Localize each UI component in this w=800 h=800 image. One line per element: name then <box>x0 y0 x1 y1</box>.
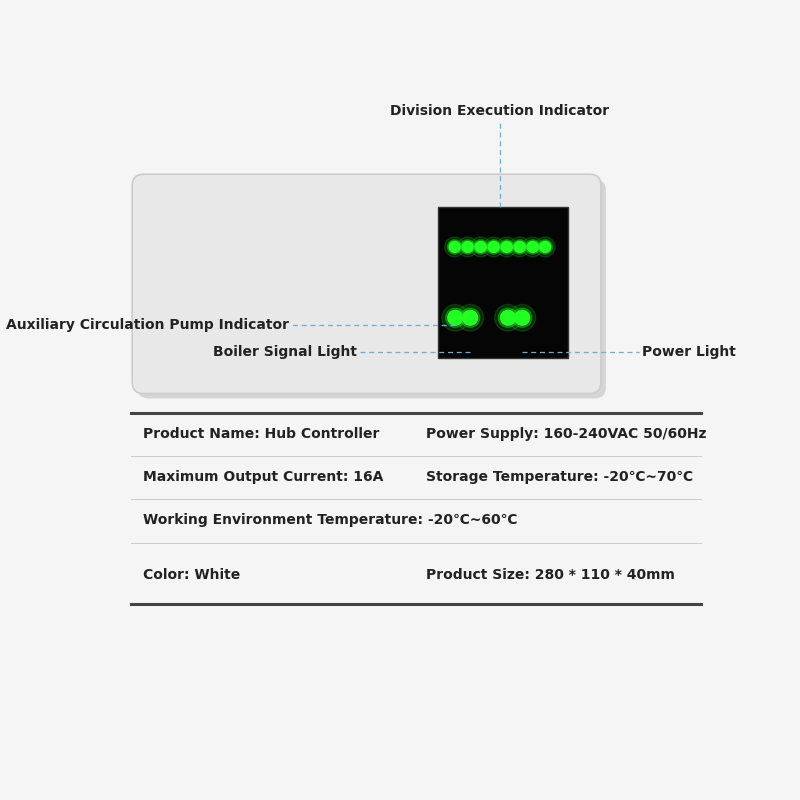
Text: Power Supply: 160-240VAC 50/60Hz: Power Supply: 160-240VAC 50/60Hz <box>426 426 706 441</box>
Text: Auxiliary Circulation Pump Indicator: Auxiliary Circulation Pump Indicator <box>6 318 289 332</box>
Circle shape <box>462 242 474 253</box>
Circle shape <box>499 240 514 254</box>
Circle shape <box>447 240 462 254</box>
Circle shape <box>513 240 527 254</box>
Text: Working Environment Temperature: -20℃~60℃: Working Environment Temperature: -20℃~60… <box>143 513 518 527</box>
Circle shape <box>449 242 460 253</box>
Circle shape <box>474 240 488 254</box>
Circle shape <box>488 242 499 253</box>
Text: Power Light: Power Light <box>642 345 736 358</box>
Text: Maximum Output Current: 16A: Maximum Output Current: 16A <box>143 470 384 484</box>
Circle shape <box>539 242 550 253</box>
Circle shape <box>501 310 515 325</box>
Text: Product Size: 280 * 110 * 40mm: Product Size: 280 * 110 * 40mm <box>426 568 674 582</box>
Circle shape <box>442 305 469 331</box>
Bar <box>438 207 568 358</box>
Text: Boiler Signal Light: Boiler Signal Light <box>214 345 358 358</box>
Circle shape <box>462 310 478 325</box>
Circle shape <box>526 240 540 254</box>
Circle shape <box>458 237 478 257</box>
Circle shape <box>535 237 555 257</box>
Text: Product Name: Hub Controller: Product Name: Hub Controller <box>143 426 380 441</box>
Text: Storage Temperature: -20℃~70℃: Storage Temperature: -20℃~70℃ <box>426 470 693 484</box>
Circle shape <box>445 237 465 257</box>
Text: Division Execution Indicator: Division Execution Indicator <box>390 103 610 118</box>
Circle shape <box>461 240 475 254</box>
Text: Color: White: Color: White <box>143 568 241 582</box>
Circle shape <box>538 240 553 254</box>
Circle shape <box>509 305 536 331</box>
Circle shape <box>461 308 480 327</box>
Circle shape <box>510 237 530 257</box>
Circle shape <box>514 310 530 325</box>
Circle shape <box>448 310 462 325</box>
Circle shape <box>470 237 490 257</box>
Circle shape <box>501 242 512 253</box>
Circle shape <box>457 305 483 331</box>
Circle shape <box>513 308 532 327</box>
Circle shape <box>475 242 486 253</box>
Circle shape <box>446 308 465 327</box>
Circle shape <box>484 237 504 257</box>
Circle shape <box>522 237 543 257</box>
FancyBboxPatch shape <box>138 179 606 398</box>
Circle shape <box>497 237 517 257</box>
Circle shape <box>527 242 538 253</box>
FancyBboxPatch shape <box>132 174 601 394</box>
Circle shape <box>486 240 501 254</box>
Circle shape <box>498 308 518 327</box>
Circle shape <box>514 242 526 253</box>
Circle shape <box>494 305 522 331</box>
